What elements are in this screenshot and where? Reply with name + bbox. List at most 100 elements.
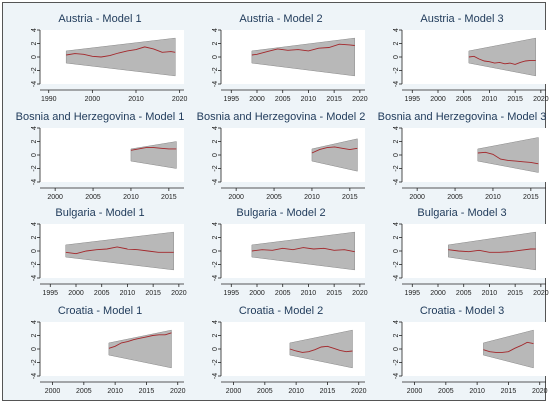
y-tick-label: 4 (212, 28, 219, 32)
y-tick-label: 4 (31, 28, 38, 32)
panel-title: Bulgaria - Model 1 (55, 207, 144, 219)
x-tick-label: 2000 (430, 96, 446, 103)
y-tick-label: 0 (393, 249, 400, 253)
y-tick-label: 0 (212, 55, 219, 59)
x-tick-label: 2020 (533, 96, 549, 103)
confidence-band (448, 231, 536, 271)
panel-11: Croatia - Model 2 -4 -2 0 2 4 2000 2005 2010 2015… (212, 305, 367, 395)
panel-title: Bulgaria - Model 2 (236, 207, 325, 219)
x-tick-label: 2015 (342, 194, 358, 201)
y-tick-label: 2 (212, 41, 219, 45)
y-tick-label: 2 (393, 41, 400, 45)
y-tick-label: -2 (212, 261, 219, 267)
y-tick-label: -4 (393, 275, 400, 281)
panel-9: Bulgaria - Model 3 -4 -2 0 2 4 1995 2000 2005 201… (393, 207, 549, 297)
x-tick-label: 2005 (257, 388, 273, 395)
y-tick-label: -4 (31, 275, 38, 281)
x-tick-label: 2000 (228, 194, 244, 201)
series-line (130, 147, 177, 151)
series-line (311, 146, 358, 154)
y-tick-label: -2 (212, 67, 219, 73)
x-tick-label: 1995 (404, 96, 420, 103)
x-tick-label: 2020 (352, 290, 368, 297)
y-tick-label: 0 (31, 153, 38, 157)
x-tick-label: 2015 (139, 388, 155, 395)
x-tick-label: 2010 (301, 96, 317, 103)
y-tick-label: -2 (393, 67, 400, 73)
series-line (251, 43, 355, 56)
y-tick-label: -4 (212, 373, 219, 379)
y-tick-label: -4 (31, 373, 38, 379)
y-tick-label: 4 (212, 222, 219, 226)
x-tick-label: 2010 (304, 194, 320, 201)
y-tick-label: -2 (31, 165, 38, 171)
panel-10: Croatia - Model 1 -4 -2 0 2 4 2000 2005 2010 2015… (31, 305, 186, 395)
y-tick-label: -4 (393, 81, 400, 87)
panel-title: Bosnia and Herzegovina - Model 3 (378, 111, 547, 123)
y-tick-label: -2 (31, 67, 38, 73)
panel-title: Austria - Model 1 (58, 13, 141, 25)
y-tick-label: -4 (393, 373, 400, 379)
y-tick-label: 4 (212, 320, 219, 324)
panel-7: Bulgaria - Model 1 -4 -2 0 2 4 1995 2000 2005 201… (31, 207, 187, 297)
x-tick-label: 2005 (275, 290, 291, 297)
y-tick-label: -4 (31, 81, 38, 87)
y-tick-label: 0 (393, 55, 400, 59)
x-tick-label: 2000 (226, 388, 242, 395)
y-tick-label: 2 (31, 235, 38, 239)
x-tick-label: 2000 (249, 96, 265, 103)
x-tick-label: 2010 (120, 290, 136, 297)
y-tick-label: 4 (31, 320, 38, 324)
x-tick-label: 2005 (275, 96, 291, 103)
x-tick-label: 2000 (409, 194, 425, 201)
series-line (251, 247, 355, 253)
y-tick-label: 0 (31, 55, 38, 59)
x-tick-label: 2015 (501, 388, 517, 395)
panel-5: Bosnia and Herzegovina - Model 2 -4 -2 0 2 4 2… (197, 111, 366, 201)
confidence-band (468, 37, 536, 77)
confidence-band (251, 231, 355, 271)
x-tick-label: 2000 (249, 290, 265, 297)
panel-title: Austria - Model 3 (420, 13, 503, 25)
x-tick-label: 2005 (266, 194, 282, 201)
y-tick-label: 0 (212, 153, 219, 157)
y-tick-label: -2 (31, 261, 38, 267)
x-tick-label: 2005 (85, 194, 101, 201)
confidence-band (65, 231, 174, 271)
panel-title: Croatia - Model 3 (420, 305, 504, 317)
x-tick-label: 2005 (456, 96, 472, 103)
x-tick-label: 2010 (482, 290, 498, 297)
confidence-band (108, 329, 172, 369)
x-tick-label: 2020 (533, 290, 549, 297)
y-tick-label: 4 (31, 126, 38, 130)
y-tick-label: 4 (393, 126, 400, 130)
panel-title: Croatia - Model 2 (239, 305, 323, 317)
x-tick-label: 2000 (47, 194, 63, 201)
series-line (108, 332, 172, 349)
y-tick-label: -2 (393, 261, 400, 267)
y-tick-label: 2 (212, 333, 219, 337)
y-tick-label: 2 (31, 333, 38, 337)
confidence-band (289, 329, 353, 369)
panel-title: Bulgaria - Model 3 (417, 207, 506, 219)
y-tick-label: -2 (393, 165, 400, 171)
panel-12: Croatia - Model 3 -4 -2 0 2 4 2000 2005 2010 2015… (393, 305, 548, 395)
series-line (65, 246, 174, 255)
x-tick-label: 2005 (447, 194, 463, 201)
series-line (483, 341, 534, 353)
x-tick-label: 2010 (107, 388, 123, 395)
series-line (289, 345, 353, 353)
x-tick-label: 2000 (68, 290, 84, 297)
panel-1: Austria - Model 1 -4 -2 0 2 4 1990 2000 2010 2020 (31, 13, 188, 103)
series-line (448, 248, 536, 253)
x-tick-label: 2015 (326, 96, 342, 103)
series-line (468, 55, 536, 65)
y-tick-label: -4 (31, 179, 38, 185)
y-tick-label: 4 (393, 320, 400, 324)
y-tick-label: 0 (393, 347, 400, 351)
y-tick-label: -4 (212, 81, 219, 87)
y-tick-label: -4 (393, 179, 400, 185)
panel-3: Austria - Model 3 -4 -2 0 2 4 1995 2000 2005 2010… (393, 13, 549, 103)
x-tick-label: 2005 (456, 290, 472, 297)
x-tick-label: 2010 (301, 290, 317, 297)
